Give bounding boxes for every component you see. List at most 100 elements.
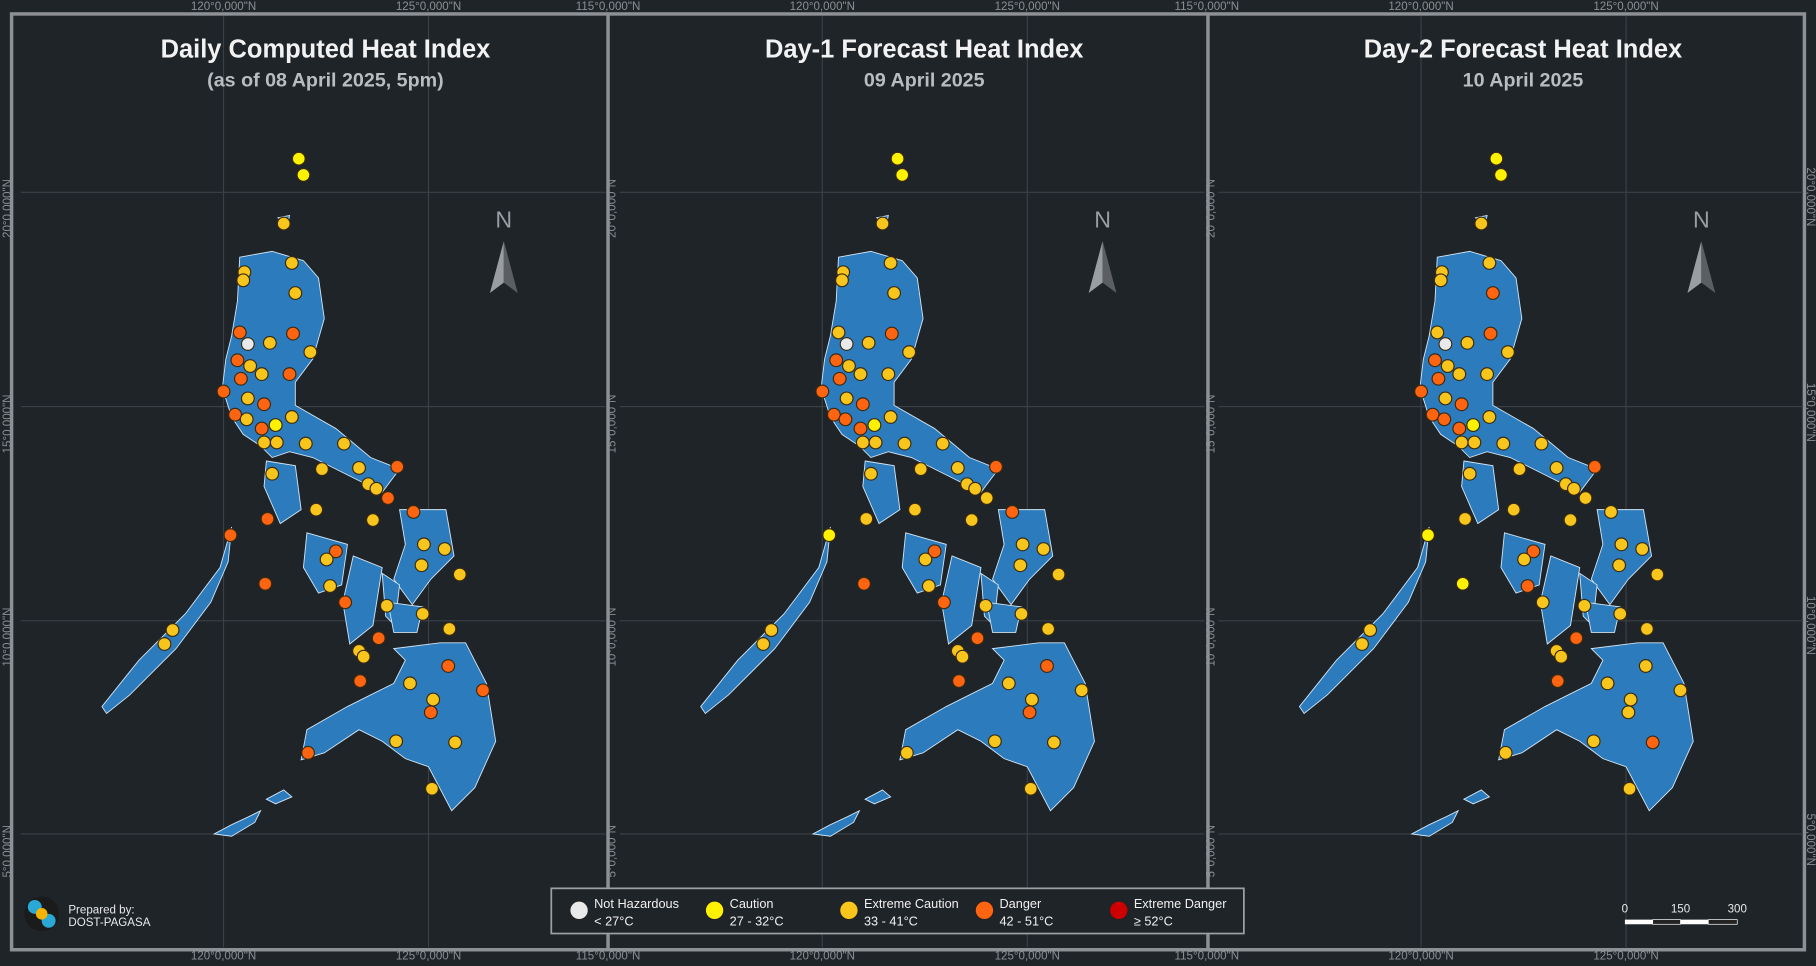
legend-swatch <box>974 900 995 921</box>
station-marker <box>1474 216 1489 231</box>
station-marker <box>1554 649 1569 664</box>
station-marker <box>1621 705 1636 720</box>
legend-range: < 27°C <box>594 913 633 928</box>
lat-label: 5°0,000"N <box>607 825 619 878</box>
station-marker <box>265 466 280 481</box>
legend-swatch <box>1108 900 1129 921</box>
station-marker <box>448 735 463 750</box>
station-marker <box>1023 781 1038 796</box>
station-marker <box>1022 705 1037 720</box>
station-marker <box>338 595 353 610</box>
station-marker <box>1454 397 1469 412</box>
legend-swatch <box>704 900 725 921</box>
station-marker <box>831 325 846 340</box>
station-marker <box>416 537 431 552</box>
station-marker <box>1041 621 1056 636</box>
station-marker <box>952 674 966 688</box>
station-marker <box>1517 552 1532 567</box>
station-marker <box>978 598 993 613</box>
station-marker <box>437 542 452 556</box>
station-marker <box>1483 326 1498 341</box>
station-marker <box>365 513 380 528</box>
station-marker <box>855 435 870 450</box>
legend-range: 27 - 32°C <box>730 913 784 928</box>
station-marker <box>1014 606 1029 621</box>
station-marker <box>254 367 269 382</box>
station-marker <box>826 407 841 422</box>
station-marker <box>1005 505 1020 519</box>
station-marker <box>260 511 275 526</box>
lon-label: 115°0,000"N <box>576 951 641 963</box>
station-marker <box>1485 286 1500 301</box>
station-marker <box>371 631 386 646</box>
station-marker <box>282 367 297 382</box>
station-marker <box>853 367 868 382</box>
station-marker <box>887 286 902 301</box>
station-marker <box>232 325 247 340</box>
station-marker <box>855 397 870 412</box>
station-marker <box>1526 544 1541 559</box>
station-marker <box>1600 676 1615 691</box>
station-marker <box>1414 384 1429 399</box>
station-marker <box>1673 683 1688 698</box>
panel-subtitle: 10 April 2025 <box>1463 69 1584 91</box>
station-marker <box>1500 345 1515 360</box>
station-marker <box>1355 637 1369 651</box>
station-marker <box>1428 353 1442 368</box>
station-marker <box>863 466 878 481</box>
lon-label: 125°0,000"N <box>995 1 1060 13</box>
station-marker <box>867 418 882 433</box>
station-marker <box>1612 558 1627 573</box>
station-marker <box>323 579 338 594</box>
station-marker <box>216 384 231 399</box>
station-marker <box>369 481 384 496</box>
station-marker <box>1578 491 1593 506</box>
station-marker <box>1013 558 1028 573</box>
lat-label: 15°0,000"N <box>2 394 14 453</box>
station-marker <box>1437 412 1452 427</box>
lon-label: 120°0,000"N <box>790 1 855 13</box>
station-marker <box>1458 511 1473 526</box>
station-marker <box>157 637 172 651</box>
station-marker <box>839 337 854 351</box>
station-marker <box>390 459 405 474</box>
station-marker <box>861 335 876 350</box>
station-marker <box>423 705 438 720</box>
station-marker <box>240 337 255 351</box>
station-marker <box>257 397 272 412</box>
scale-seg <box>1680 919 1709 925</box>
station-marker <box>286 326 300 341</box>
station-marker <box>1433 273 1448 288</box>
lon-label: 125°0,000"N <box>396 1 461 13</box>
station-marker <box>1051 567 1066 582</box>
lat-label: 10°0,000"N <box>2 608 14 667</box>
station-marker <box>902 345 917 360</box>
station-marker <box>403 676 417 691</box>
station-marker <box>1467 435 1482 450</box>
scale-seg <box>1652 919 1681 925</box>
station-marker <box>1482 410 1497 424</box>
station-marker <box>288 286 303 301</box>
legend-name: Danger <box>999 896 1041 911</box>
station-marker <box>1024 692 1039 707</box>
lon-label: 125°0,000"N <box>1593 1 1658 13</box>
station-marker <box>352 460 366 475</box>
north-label: N <box>1094 206 1111 232</box>
scale-label: 0 <box>1622 903 1628 915</box>
islands <box>101 215 497 837</box>
station-marker <box>1635 542 1650 556</box>
panel-title: Day-2 Forecast Heat Index <box>1364 36 1682 64</box>
logo <box>24 896 60 932</box>
station-marker <box>1549 460 1564 475</box>
panel-subtitle: (as of 08 April 2025, 5pm) <box>207 69 444 91</box>
station-marker <box>970 631 985 646</box>
station-marker <box>1623 692 1638 707</box>
station-marker <box>764 623 779 638</box>
station-marker <box>1550 674 1565 688</box>
north-label: N <box>495 206 512 232</box>
station-marker <box>319 552 334 567</box>
station-marker <box>950 460 965 475</box>
scale-label: 150 <box>1671 903 1690 915</box>
